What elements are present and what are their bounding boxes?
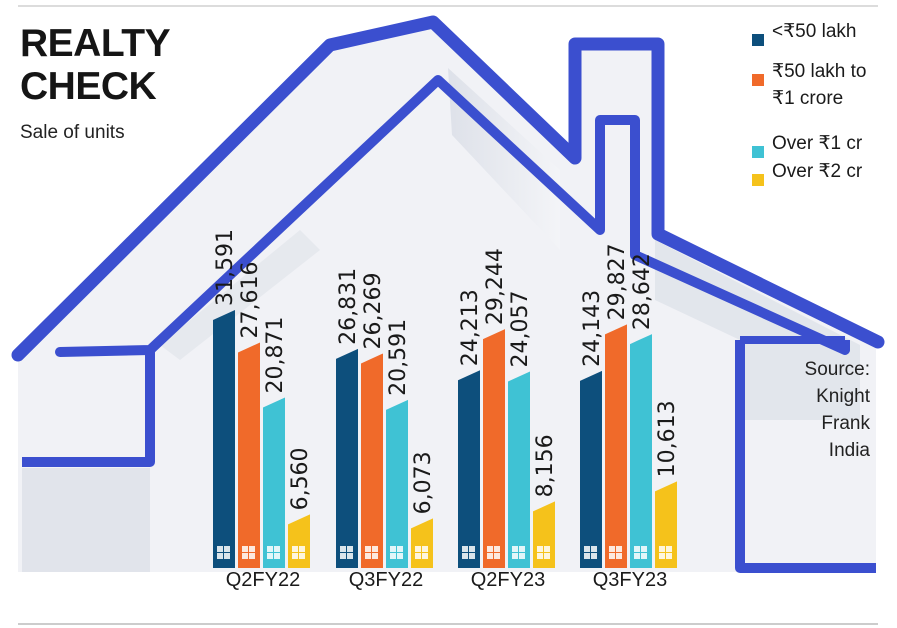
window-icon <box>267 546 280 559</box>
bar-q3fy22-series-1 <box>361 353 383 568</box>
bar-q3fy22-series-0 <box>336 348 358 568</box>
chart-subtitle: Sale of units <box>20 122 125 143</box>
window-icon <box>292 546 305 559</box>
window-icon <box>340 546 353 559</box>
window-icon <box>609 546 622 559</box>
bars-layer <box>213 310 677 568</box>
value-label-q2fy23-series-1: 29,244 <box>483 248 508 325</box>
window-icon <box>634 546 647 559</box>
bar-q3fy23-series-1 <box>605 324 627 568</box>
window-icon <box>242 546 255 559</box>
category-labels-layer: Q2FY22 Q3FY22 Q2FY23 Q3FY23 <box>226 569 667 591</box>
bar-q2fy23-series-0 <box>458 370 480 568</box>
legend-swatch <box>752 74 764 86</box>
legend-label: Over ₹1 cr <box>772 133 863 154</box>
value-label-q3fy22-series-0: 26,831 <box>336 268 361 345</box>
window-icon <box>659 546 672 559</box>
value-label-q2fy22-series-0: 31,591 <box>213 229 238 306</box>
value-label-q2fy22-series-3: 6,560 <box>288 447 313 510</box>
bar-q3fy23-series-0 <box>580 370 602 568</box>
window-icon <box>462 546 475 559</box>
bar-q2fy22-series-2 <box>263 397 285 568</box>
source-note: Source: Knight Frank India <box>804 359 870 461</box>
bar-q2fy22-series-1 <box>238 342 260 568</box>
value-label-q3fy23-series-3: 10,613 <box>655 400 680 477</box>
bar-q2fy23-series-1 <box>483 329 505 568</box>
value-label-q2fy22-series-1: 27,616 <box>238 261 263 338</box>
value-label-q2fy22-series-2: 20,871 <box>263 317 288 394</box>
category-label-q3fy23: Q3FY23 <box>593 569 667 591</box>
legend-swatch <box>752 146 764 158</box>
legend-swatch <box>752 174 764 186</box>
window-icon <box>512 546 525 559</box>
value-label-q3fy23-series-2: 28,642 <box>630 253 655 330</box>
window-icon <box>217 546 230 559</box>
window-icon <box>487 546 500 559</box>
value-label-q2fy23-series-3: 8,156 <box>533 434 558 497</box>
value-label-q2fy23-series-0: 24,213 <box>458 289 483 366</box>
value-label-q3fy23-series-0: 24,143 <box>580 290 605 367</box>
bar-q3fy22-series-2 <box>386 399 408 568</box>
value-label-q3fy22-series-3: 6,073 <box>411 451 436 514</box>
window-icon <box>390 546 403 559</box>
category-label-q2fy23: Q2FY23 <box>471 569 545 591</box>
chart-title: REALTY CHECK <box>20 22 170 108</box>
window-icon <box>365 546 378 559</box>
value-label-q2fy23-series-2: 24,057 <box>508 291 533 368</box>
window-icon <box>537 546 550 559</box>
legend-label: <₹50 lakh <box>772 21 857 42</box>
bar-q2fy23-series-2 <box>508 371 530 568</box>
window-icon <box>584 546 597 559</box>
legend-label: Over ₹2 cr <box>772 161 863 182</box>
legend-swatch <box>752 34 764 46</box>
window-icon <box>415 546 428 559</box>
category-label-q2fy22: Q2FY22 <box>226 569 300 591</box>
category-label-q3fy22: Q3FY22 <box>349 569 423 591</box>
bar-q2fy22-series-0 <box>213 310 235 568</box>
bar-q3fy23-series-2 <box>630 334 652 568</box>
value-label-q3fy23-series-1: 29,827 <box>605 243 630 320</box>
value-label-q3fy22-series-1: 26,269 <box>361 272 386 349</box>
value-label-q3fy22-series-2: 20,591 <box>386 319 411 396</box>
legend-label: ₹50 lakh to ₹1 crore <box>772 61 867 109</box>
